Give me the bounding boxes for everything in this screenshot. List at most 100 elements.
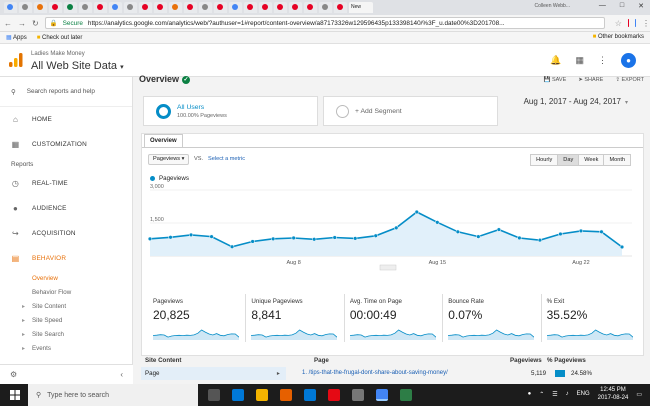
bookmark-star-icon[interactable]: ☆ bbox=[614, 18, 622, 28]
select-metric-link[interactable]: Select a metric bbox=[208, 156, 245, 162]
store-icon[interactable] bbox=[304, 389, 316, 401]
browser-tab[interactable] bbox=[19, 2, 32, 13]
language-indicator[interactable]: ENG bbox=[576, 391, 590, 397]
granularity-week[interactable]: Week bbox=[578, 154, 605, 166]
sidebar-sub-site-search[interactable]: ▸ Site Search bbox=[22, 330, 64, 338]
browser-tab[interactable] bbox=[109, 2, 122, 13]
browser-tab[interactable] bbox=[139, 2, 152, 13]
other-bookmarks[interactable]: ■ Other bookmarks bbox=[592, 34, 644, 40]
tab-overview[interactable]: Overview bbox=[144, 134, 183, 148]
extension-icon[interactable] bbox=[634, 19, 636, 27]
sidebar-sub-behavior-flow[interactable]: Behavior Flow bbox=[32, 288, 72, 296]
browser-tab[interactable] bbox=[64, 2, 77, 13]
browser-tab[interactable] bbox=[229, 2, 242, 13]
bookmark-apps[interactable]: ▦ Apps bbox=[6, 35, 27, 41]
browser-tab[interactable] bbox=[259, 2, 272, 13]
minimize-icon[interactable]: — bbox=[598, 2, 606, 9]
segment-all-users[interactable]: All Users 100.00% Pageviews bbox=[143, 96, 318, 126]
url-input[interactable]: 🔒 Secure https://analytics.google.com/an… bbox=[44, 17, 605, 29]
browser-tab[interactable] bbox=[199, 2, 212, 13]
netflix-icon[interactable] bbox=[328, 389, 340, 401]
sidebar-sub-events[interactable]: ▸ Events bbox=[22, 344, 51, 352]
page-link[interactable]: 1. /tips-that-the-frugal-dont-share-abou… bbox=[302, 370, 448, 376]
browser-tab[interactable] bbox=[49, 2, 62, 13]
granularity-month[interactable]: Month bbox=[603, 154, 631, 166]
sidebar-item-acquisition[interactable]: ↪ ACQUISITION bbox=[12, 229, 76, 238]
browser-tab[interactable] bbox=[124, 2, 137, 13]
granularity-day[interactable]: Day bbox=[557, 154, 580, 166]
browser-tab[interactable] bbox=[94, 2, 107, 13]
browser-tab-active[interactable]: New bbox=[349, 2, 373, 13]
app-icon[interactable] bbox=[352, 389, 364, 401]
chrome-icon[interactable] bbox=[376, 389, 388, 401]
more-vertical-icon[interactable]: ⋮ bbox=[598, 55, 607, 65]
browser-tab[interactable] bbox=[244, 2, 257, 13]
browser-tab[interactable] bbox=[289, 2, 302, 13]
browser-tab[interactable] bbox=[34, 2, 47, 13]
volume-icon[interactable]: ♪ bbox=[565, 391, 569, 397]
sidebar-item-realtime[interactable]: ◷ REAL-TIME bbox=[11, 179, 68, 188]
sidebar-sub-site-speed[interactable]: ▸ Site Speed bbox=[22, 316, 63, 324]
account-name[interactable]: Ladies Make Money bbox=[31, 51, 85, 57]
chrome-menu-icon[interactable]: ⋮ bbox=[642, 18, 650, 28]
windows-start-icon[interactable] bbox=[8, 384, 22, 406]
browser-tab[interactable] bbox=[79, 2, 92, 13]
close-icon[interactable]: ✕ bbox=[638, 3, 644, 10]
settings-gear-icon[interactable]: ⚙ bbox=[10, 370, 18, 379]
save-button[interactable]: 💾 SAVE bbox=[543, 77, 567, 83]
notifications-bell-icon[interactable]: 🔔 bbox=[550, 55, 562, 65]
clock[interactable]: 12:45 PM 2017-08-24 bbox=[597, 387, 629, 401]
scorecard[interactable]: Pageviews 20,825 bbox=[148, 294, 245, 342]
browser-tab[interactable] bbox=[319, 2, 332, 13]
pinterest-extension-icon[interactable] bbox=[627, 19, 629, 27]
browser-tab[interactable] bbox=[274, 2, 287, 13]
apps-grid-icon[interactable]: ▦ bbox=[575, 55, 584, 65]
share-button[interactable]: ➤ SHARE bbox=[578, 77, 604, 83]
firefox-icon[interactable] bbox=[280, 389, 292, 401]
export-button[interactable]: ⇪ EXPORT bbox=[615, 77, 644, 83]
scorecard[interactable]: Unique Pageviews 8,841 bbox=[245, 294, 343, 342]
app-icon[interactable] bbox=[400, 389, 412, 401]
notifications-icon[interactable]: ▭ bbox=[636, 391, 642, 398]
browser-tab[interactable] bbox=[184, 2, 197, 13]
bookmark-check-out-later[interactable]: ■ Check out later bbox=[36, 34, 83, 41]
site-content-page-option[interactable]: Page ▸ bbox=[141, 367, 286, 380]
browser-tab[interactable] bbox=[4, 2, 17, 13]
avatar[interactable]: ● bbox=[621, 53, 636, 68]
collapse-chevron-icon[interactable]: ‹ bbox=[120, 370, 123, 379]
sidebar-sub-overview[interactable]: Overview bbox=[32, 274, 58, 282]
date-range-picker[interactable]: Aug 1, 2017 - Aug 24, 2017 ▾ bbox=[523, 97, 628, 106]
browser-tab[interactable] bbox=[154, 2, 167, 13]
browser-tab[interactable] bbox=[169, 2, 182, 13]
tray-chevron-icon[interactable]: ⌃ bbox=[539, 391, 545, 398]
maximize-icon[interactable]: □ bbox=[619, 2, 625, 9]
file-explorer-icon[interactable] bbox=[256, 389, 268, 401]
forward-icon[interactable]: → bbox=[18, 18, 26, 28]
sidebar-item-home[interactable]: ⌂ HOME bbox=[12, 115, 52, 124]
tab-favicon-icon bbox=[202, 4, 208, 10]
add-segment-button[interactable]: + Add Segment bbox=[323, 96, 498, 126]
browser-tab[interactable] bbox=[304, 2, 317, 13]
sidebar-item-behavior[interactable]: ▤ BEHAVIOR bbox=[11, 254, 67, 263]
edge-icon[interactable] bbox=[232, 389, 244, 401]
data-point bbox=[270, 236, 276, 241]
metric-select[interactable]: Pageviews ▾ bbox=[148, 154, 190, 165]
taskbar-search-input[interactable]: ⚲ Type here to search bbox=[28, 384, 198, 406]
sidebar-item-audience[interactable]: ● AUDIENCE bbox=[12, 204, 67, 213]
sidebar-search[interactable]: ⚲ Search reports and help bbox=[0, 77, 132, 107]
scorecard[interactable]: Avg. Time on Page 00:00:49 bbox=[343, 294, 442, 342]
browser-tab[interactable] bbox=[334, 2, 347, 13]
task-view-icon[interactable] bbox=[208, 389, 220, 401]
sidebar-sub-site-content[interactable]: ▸ Site Content bbox=[22, 302, 67, 310]
reload-icon[interactable]: ↻ bbox=[32, 18, 39, 28]
search-input[interactable]: Search reports and help bbox=[26, 88, 95, 95]
view-selector[interactable]: All Web Site Data ▾ bbox=[31, 60, 124, 72]
granularity-hourly[interactable]: Hourly bbox=[530, 154, 559, 166]
scorecard[interactable]: % Exit 35.52% bbox=[540, 294, 639, 342]
people-icon[interactable]: ● bbox=[527, 391, 532, 397]
browser-tab[interactable] bbox=[214, 2, 227, 13]
network-icon[interactable]: ☰ bbox=[552, 391, 558, 398]
scorecard[interactable]: Bounce Rate 0.07% bbox=[442, 294, 540, 342]
sidebar-item-customization[interactable]: ▦ CUSTOMIZATION bbox=[11, 140, 87, 149]
back-icon[interactable]: ← bbox=[4, 18, 12, 28]
